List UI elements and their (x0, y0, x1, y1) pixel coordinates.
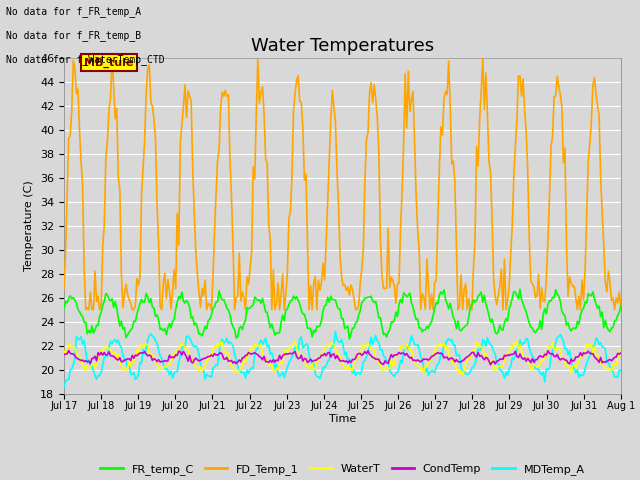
Text: MB_tule: MB_tule (84, 58, 134, 68)
Title: Water Temperatures: Water Temperatures (251, 36, 434, 55)
Y-axis label: Temperature (C): Temperature (C) (24, 180, 35, 271)
Text: No data for f_FR_temp_A: No data for f_FR_temp_A (6, 6, 141, 17)
Legend: FR_temp_C, FD_Temp_1, WaterT, CondTemp, MDTemp_A: FR_temp_C, FD_Temp_1, WaterT, CondTemp, … (96, 460, 589, 480)
Text: No data for f_WaterTemp_CTD: No data for f_WaterTemp_CTD (6, 54, 165, 65)
Text: No data for f_FR_temp_B: No data for f_FR_temp_B (6, 30, 141, 41)
X-axis label: Time: Time (329, 414, 356, 424)
